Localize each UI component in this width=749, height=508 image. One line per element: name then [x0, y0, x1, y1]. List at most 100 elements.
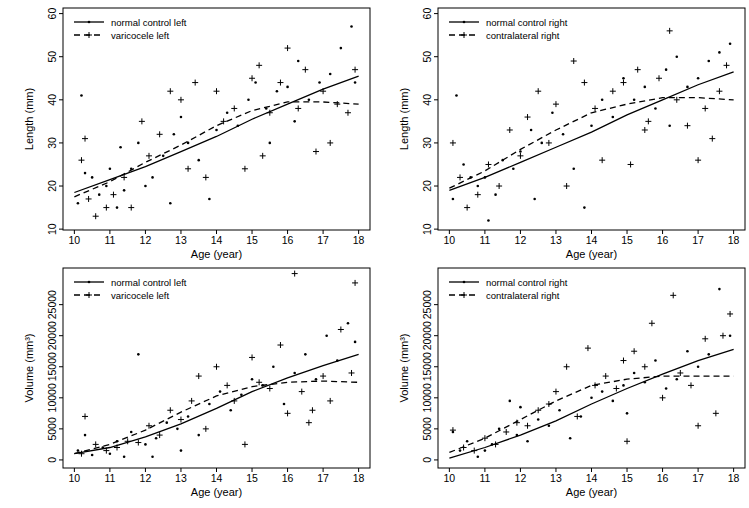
- point: [530, 129, 533, 132]
- y-tick-label: 10: [46, 223, 58, 235]
- point: [620, 358, 626, 364]
- x-tick-label: 13: [550, 472, 562, 484]
- point: [354, 81, 357, 84]
- point: [485, 161, 491, 167]
- point: [139, 118, 145, 124]
- legend-label: contralateral right: [486, 290, 560, 301]
- point: [713, 410, 719, 416]
- point: [137, 353, 140, 356]
- point: [123, 456, 126, 459]
- x-tick-label: 10: [444, 234, 456, 246]
- point: [660, 395, 666, 401]
- point: [558, 409, 561, 412]
- point: [720, 333, 726, 339]
- legend: normal control right contralateral right: [449, 277, 568, 301]
- point: [603, 373, 609, 379]
- x-tick-label: 13: [175, 234, 187, 246]
- point: [727, 311, 733, 317]
- point: [494, 193, 497, 196]
- point: [214, 88, 220, 94]
- fit-line: [449, 98, 733, 189]
- x-tick-label: 12: [515, 472, 527, 484]
- point: [167, 407, 173, 413]
- y-tick-label: 30: [46, 137, 58, 149]
- point: [668, 124, 671, 127]
- data-group: [74, 25, 358, 219]
- point: [695, 157, 701, 163]
- point: [476, 185, 479, 188]
- y-tick: [59, 397, 63, 398]
- point: [306, 420, 312, 426]
- panel: 1011121314151617180500010000150002000025…: [23, 268, 370, 498]
- point: [654, 359, 657, 362]
- point: [590, 397, 593, 400]
- point: [581, 80, 587, 86]
- panel: 1011121314151617180500010000150002000025…: [398, 268, 745, 498]
- point: [302, 67, 308, 73]
- point: [315, 378, 318, 381]
- point: [686, 86, 689, 89]
- point: [546, 140, 552, 146]
- point: [464, 205, 470, 211]
- point: [462, 163, 465, 166]
- y-tick-label: 0: [46, 457, 58, 463]
- point: [151, 456, 154, 459]
- y-tick-label: 40: [421, 94, 433, 106]
- point: [551, 111, 554, 114]
- point: [103, 205, 109, 211]
- point: [620, 80, 626, 86]
- point: [613, 385, 619, 391]
- point: [599, 157, 605, 163]
- legend-line: [449, 281, 479, 282]
- point: [277, 342, 283, 348]
- point: [185, 166, 191, 172]
- point: [455, 94, 458, 97]
- legend-marker: [86, 32, 92, 38]
- legend: normal control leftvaricocele left: [74, 17, 187, 41]
- point: [135, 440, 141, 446]
- legend-label: normal control right: [486, 277, 568, 288]
- x-tick-label: 18: [728, 234, 740, 246]
- fit-line: [74, 354, 358, 453]
- point: [574, 413, 580, 419]
- data-group: [74, 271, 358, 459]
- point: [695, 423, 701, 429]
- y-tick-label: 60: [421, 8, 433, 20]
- chart-root: 101112131415161718102030405060Age (year)…: [0, 0, 749, 508]
- x-tick-label: 10: [444, 472, 456, 484]
- point: [114, 445, 120, 451]
- fit-line: [449, 349, 733, 458]
- point: [308, 99, 311, 102]
- data-group: [449, 28, 733, 222]
- point: [251, 378, 254, 381]
- point: [77, 202, 80, 205]
- point: [78, 451, 84, 457]
- point: [654, 107, 657, 110]
- x-tick-label: 15: [621, 472, 633, 484]
- point: [231, 398, 237, 404]
- point: [665, 68, 668, 71]
- point: [260, 153, 266, 159]
- y-tick: [59, 428, 63, 429]
- point: [318, 81, 321, 84]
- x-tick-label: 18: [728, 472, 740, 484]
- point: [157, 131, 163, 137]
- x-axis-label: Age (year): [191, 248, 242, 260]
- point: [329, 73, 332, 76]
- legend-label: varicocele left: [111, 30, 169, 41]
- point: [553, 101, 559, 107]
- fit-line: [449, 72, 733, 191]
- y-tick-label: 5000: [46, 417, 58, 441]
- point: [91, 176, 94, 179]
- y-tick-label: 20000: [421, 321, 433, 350]
- legend-line: [449, 21, 479, 22]
- point: [590, 124, 593, 127]
- point: [155, 437, 158, 440]
- x-tick-label: 12: [140, 472, 152, 484]
- plot-frame: [63, 8, 370, 230]
- point: [633, 99, 636, 102]
- x-tick-label: 17: [692, 472, 704, 484]
- y-tick: [434, 428, 438, 429]
- point: [493, 441, 499, 447]
- point: [670, 292, 676, 298]
